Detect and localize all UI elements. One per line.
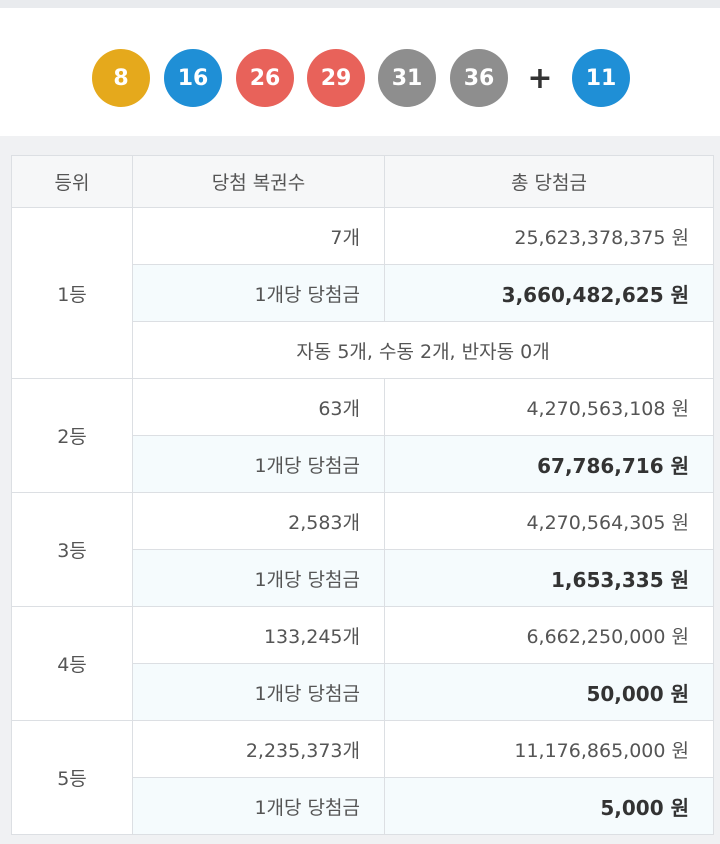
- number-ball: 31: [378, 49, 436, 107]
- number-ball: 16: [164, 49, 222, 107]
- winner-count: 7개: [132, 207, 385, 265]
- table-row: 1등 7개 25,623,378,375 원: [11, 207, 714, 379]
- rank-cell: 5등: [11, 720, 133, 835]
- table-row: 1개당 당첨금 3,660,482,625 원: [12, 264, 714, 322]
- table-row: 1개당 당첨금 67,786,716 원: [12, 435, 714, 493]
- prize-table: 등위 당첨 복권수 총 당첨금 1등 7개 25,623,378,375 원 1…: [11, 155, 714, 835]
- per-ticket-prize: 3,660,482,625 원: [384, 264, 714, 322]
- per-ticket-label: 1개당 당첨금: [132, 777, 385, 835]
- per-ticket-label: 1개당 당첨금: [132, 549, 385, 607]
- table-row: 1개당 당첨금 1,653,335 원: [12, 549, 714, 607]
- bonus-number-ball: 11: [572, 49, 630, 107]
- per-ticket-label: 1개당 당첨금: [132, 264, 385, 322]
- prize-table-panel: 등위 당첨 복권수 총 당첨금 1등 7개 25,623,378,375 원 1…: [0, 136, 720, 844]
- total-prize: 4,270,564,305 원: [384, 492, 714, 550]
- purchase-method-note: 자동 5개, 수동 2개, 반자동 0개: [132, 321, 714, 379]
- table-row: 1개당 당첨금 50,000 원: [12, 663, 714, 721]
- winner-count: 63개: [132, 378, 385, 436]
- table-row: 2등 63개 4,270,563,108 원: [11, 378, 714, 493]
- number-ball: 8: [92, 49, 150, 107]
- winner-count: 133,245개: [132, 606, 385, 664]
- per-ticket-prize: 50,000 원: [384, 663, 714, 721]
- rank-cell: 2등: [11, 378, 133, 493]
- rank-cell: 1등: [11, 207, 133, 379]
- rank-cell: 3등: [11, 492, 133, 607]
- winner-count: 2,583개: [132, 492, 385, 550]
- table-row: 5등 2,235,373개 11,176,865,000 원: [11, 720, 714, 835]
- total-prize: 6,662,250,000 원: [384, 606, 714, 664]
- header-rank: 등위: [11, 155, 133, 208]
- per-ticket-prize: 1,653,335 원: [384, 549, 714, 607]
- number-ball: 26: [236, 49, 294, 107]
- table-row: 자동 5개, 수동 2개, 반자동 0개: [12, 321, 714, 379]
- total-prize: 11,176,865,000 원: [384, 720, 714, 778]
- header-winners: 당첨 복권수: [132, 155, 385, 208]
- per-ticket-prize: 67,786,716 원: [384, 435, 714, 493]
- rank-cell: 4등: [11, 606, 133, 721]
- winning-numbers-panel: 8 16 26 29 31 36 + 11: [0, 8, 720, 136]
- table-row: 4등 133,245개 6,662,250,000 원: [11, 606, 714, 721]
- per-ticket-label: 1개당 당첨금: [132, 663, 385, 721]
- per-ticket-prize: 5,000 원: [384, 777, 714, 835]
- header-total-prize: 총 당첨금: [384, 155, 714, 208]
- total-prize: 4,270,563,108 원: [384, 378, 714, 436]
- table-row: 1개당 당첨금 5,000 원: [12, 777, 714, 835]
- number-ball: 29: [307, 49, 365, 107]
- total-prize: 25,623,378,375 원: [384, 207, 714, 265]
- plus-sign: +: [527, 60, 553, 96]
- number-ball: 36: [450, 49, 508, 107]
- table-row: 3등 2,583개 4,270,564,305 원: [11, 492, 714, 607]
- per-ticket-label: 1개당 당첨금: [132, 435, 385, 493]
- table-header-row: 등위 당첨 복권수 총 당첨금: [11, 155, 714, 208]
- winner-count: 2,235,373개: [132, 720, 385, 778]
